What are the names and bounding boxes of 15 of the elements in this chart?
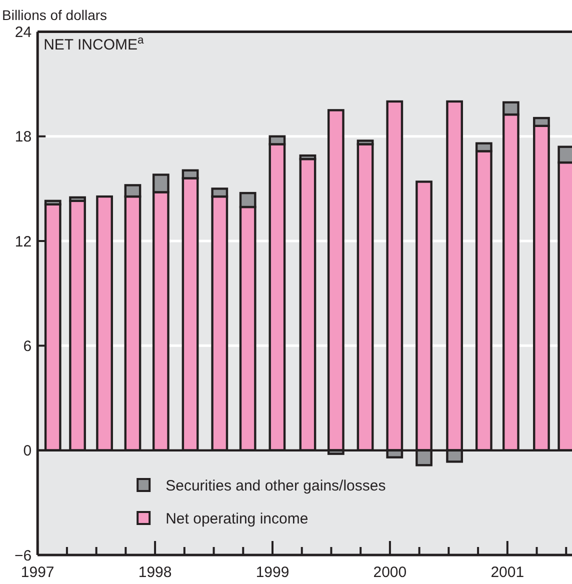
y-tick-label: −6 [14, 547, 32, 564]
y-axis-title: Billions of dollars [2, 7, 108, 23]
y-tick-label: 6 [23, 338, 32, 355]
y-tick-label: 24 [14, 24, 32, 41]
x-tick-label: 1998 [138, 564, 172, 581]
legend-label: Securities and other gains/losses [166, 477, 386, 494]
x-tick-label: 2000 [373, 564, 407, 581]
y-tick-label: 0 [23, 442, 32, 460]
y-tick-label: 12 [14, 233, 32, 250]
y-tick-label: 18 [14, 128, 32, 146]
legend-label: Net operating income [166, 510, 308, 528]
x-tick-label: 1997 [20, 564, 54, 581]
chart-title: NET INCOME$^{a}$ [44, 34, 145, 54]
x-tick-label: 1999 [256, 564, 290, 581]
x-tick-label: 2001 [490, 564, 524, 581]
